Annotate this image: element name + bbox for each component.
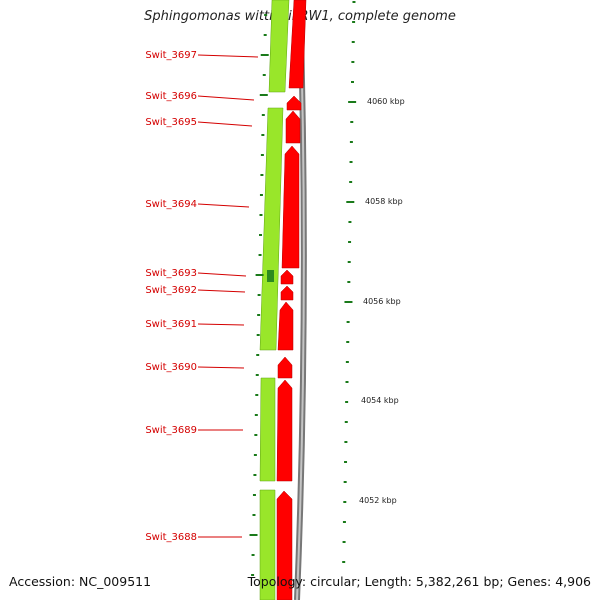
- gene-label-leader: [197, 323, 245, 326]
- gene-label-leader: [197, 203, 250, 208]
- gene-label-leaders: [197, 54, 259, 538]
- gene-label[interactable]: Swit_3696: [145, 91, 197, 102]
- left-tick-marks: [249, 14, 269, 576]
- cds-arrow[interactable]: [281, 145, 300, 269]
- gene-label[interactable]: Swit_3689: [145, 425, 197, 436]
- position-label: 4056 kbp: [363, 297, 401, 306]
- cds-arrow[interactable]: [276, 379, 293, 482]
- cds-arrow[interactable]: [280, 269, 294, 285]
- forward-gene[interactable]: [259, 377, 276, 482]
- gene-label-leader: [197, 289, 246, 293]
- gene-label-leader: [197, 366, 245, 369]
- cds-arrow[interactable]: [280, 285, 294, 301]
- cds-arrow[interactable]: [286, 95, 302, 111]
- gene-labels: Swit_3697 Swit_3696 Swit_3695 Swit_3694 Swit…: [145, 50, 197, 543]
- position-labels: 4060 kbp 4058 kbp 4056 kbp 4054 kbp 4052 kbp: [359, 97, 405, 505]
- cds-arrow[interactable]: [285, 110, 301, 144]
- forward-gene[interactable]: [259, 107, 284, 351]
- cds-arrow[interactable]: [276, 490, 293, 600]
- cds-arrow[interactable]: [277, 356, 293, 379]
- gene-label[interactable]: Swit_3688: [145, 532, 197, 543]
- highlighted-gene[interactable]: [267, 270, 274, 282]
- gene-label[interactable]: Swit_3695: [145, 117, 197, 128]
- gene-label[interactable]: Swit_3693: [145, 268, 197, 279]
- gene-label[interactable]: Swit_3692: [145, 285, 197, 296]
- cds-track: [276, 0, 307, 600]
- genome-backbone: [294, 0, 307, 600]
- gene-label[interactable]: Swit_3690: [145, 362, 197, 373]
- gene-label[interactable]: Swit_3691: [145, 319, 197, 330]
- right-tick-marks: [342, 1, 357, 563]
- cds-arrow[interactable]: [277, 301, 294, 351]
- accession-text: Accession: NC_009511: [9, 574, 152, 589]
- position-label: 4060 kbp: [367, 97, 405, 106]
- position-label: 4054 kbp: [361, 396, 399, 405]
- forward-gene[interactable]: [268, 0, 290, 93]
- gene-label-leader: [197, 121, 253, 127]
- gene-label-leader: [197, 95, 255, 101]
- forward-gene-track: [259, 0, 290, 600]
- cds-arrow[interactable]: [288, 0, 307, 89]
- gene-label[interactable]: Swit_3694: [145, 199, 197, 210]
- position-label: 4052 kbp: [359, 496, 397, 505]
- forward-gene[interactable]: [259, 489, 276, 600]
- gene-label-leader: [197, 272, 247, 277]
- gene-label[interactable]: Swit_3697: [145, 50, 197, 61]
- gene-label-leader: [197, 54, 259, 58]
- position-label: 4058 kbp: [365, 197, 403, 206]
- topology-text: Topology: circular; Length: 5,382,261 bp…: [247, 574, 591, 589]
